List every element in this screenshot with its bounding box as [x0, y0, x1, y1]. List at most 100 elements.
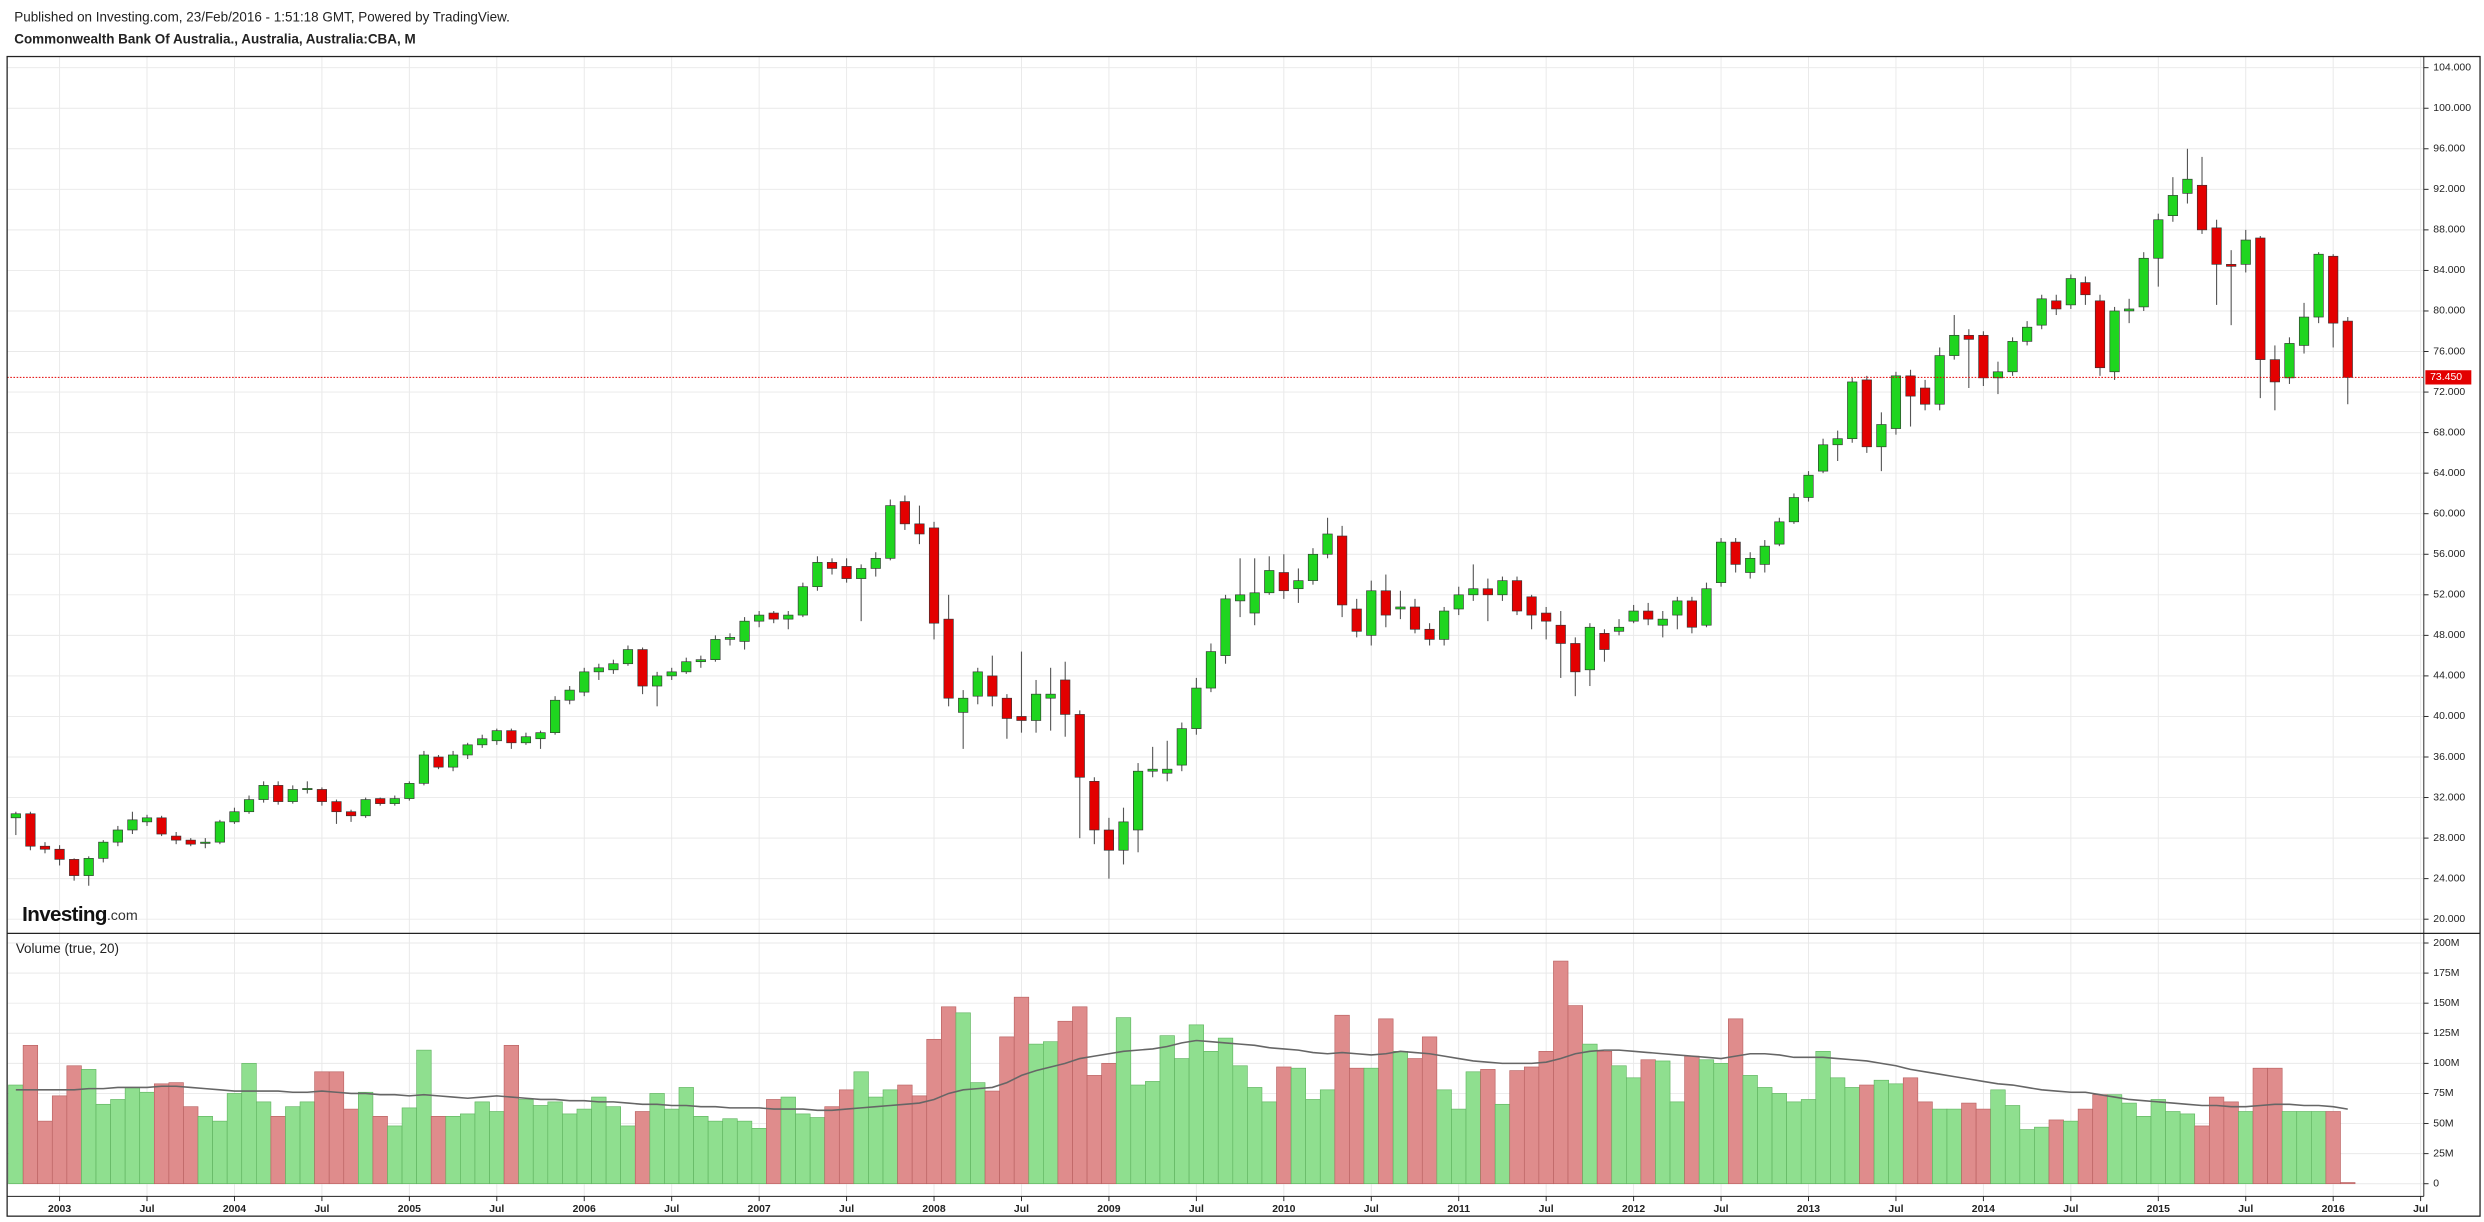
volume-bar: [1407, 1058, 1423, 1185]
candle-body: [1847, 381, 1858, 440]
candle-body: [1118, 821, 1129, 851]
volume-bar: [1072, 1006, 1088, 1185]
volume-bar: [838, 1089, 855, 1185]
volume-bar: [2136, 1116, 2152, 1185]
volume-bar: [1013, 996, 1030, 1185]
candle-body: [652, 675, 663, 687]
volume-bar: [766, 1099, 782, 1185]
candle-body: [1599, 633, 1610, 650]
volume-bar: [110, 1099, 126, 1185]
volume-bar: [518, 1099, 534, 1185]
volume-bar: [1888, 1083, 1904, 1185]
volume-bar: [2208, 1096, 2225, 1185]
volume-bar: [955, 1012, 971, 1185]
candle-body: [885, 505, 896, 559]
volume-bar: [591, 1096, 607, 1185]
candle-body: [1890, 375, 1902, 429]
volume-bar: [1363, 1067, 1379, 1185]
candle-body: [2240, 239, 2251, 265]
candle-body: [2211, 227, 2222, 265]
candle-body: [1715, 541, 1727, 583]
x-tick-label: 2004: [223, 1204, 246, 1215]
x-tick-label: Jul: [1364, 1204, 1379, 1215]
candle-body: [1541, 612, 1552, 622]
x-tick-label: 2015: [2147, 1204, 2170, 1215]
candle-body: [2196, 184, 2208, 231]
volume-bar: [81, 1069, 97, 1185]
candle-body: [1876, 424, 1887, 448]
candle-body: [1992, 371, 2004, 379]
volume-bar: [809, 1117, 826, 1185]
volume-bar: [2121, 1102, 2137, 1185]
x-tick-label: 2007: [748, 1204, 771, 1215]
volume-bar: [2048, 1119, 2064, 1185]
x-tick-label: 2008: [922, 1204, 945, 1215]
volume-bar: [2004, 1105, 2021, 1185]
candle-body: [1074, 714, 1085, 778]
volume-bar: [1640, 1059, 1656, 1185]
volume-bar: [1757, 1087, 1773, 1185]
volume-tick-label: 150M: [2433, 998, 2459, 1009]
candle-body: [2298, 316, 2310, 346]
volume-bar: [445, 1116, 461, 1185]
candle-body: [10, 813, 21, 819]
volume-bar: [1902, 1077, 1919, 1185]
volume-bar: [1975, 1108, 1992, 1185]
volume-bar: [2340, 1182, 2356, 1185]
candle-body: [433, 756, 444, 768]
volume-bar: [2238, 1111, 2254, 1185]
candle-body: [739, 620, 750, 642]
candle-body: [127, 819, 138, 831]
volume-bar: [1655, 1060, 1671, 1185]
candle-body: [1205, 651, 1217, 689]
candle-body: [2153, 219, 2164, 259]
candle-body: [1628, 610, 1639, 622]
volume-bar: [1771, 1093, 1787, 1185]
volume-bar: [1436, 1089, 1452, 1185]
candle-body: [287, 789, 298, 802]
x-tick-label: 2016: [2322, 1204, 2345, 1215]
volume-bar: [1261, 1101, 1277, 1185]
candle-body: [579, 671, 590, 693]
candle-body: [783, 614, 794, 620]
volume-bar: [1728, 1018, 1744, 1185]
candle-body: [214, 821, 225, 843]
volume-tick-label: 50M: [2433, 1118, 2453, 1129]
candle-body: [2226, 264, 2237, 267]
candle-body: [826, 562, 838, 569]
candle-body: [2182, 178, 2193, 194]
candle-body: [1861, 379, 1872, 448]
volume-bar: [2311, 1111, 2327, 1185]
volume-bar: [1946, 1108, 1962, 1185]
candle-body: [1322, 533, 1333, 555]
volume-bar: [853, 1071, 869, 1185]
volume-bar: [1830, 1077, 1846, 1185]
volume-bar: [1932, 1108, 1948, 1185]
volume-bar: [2077, 1108, 2094, 1185]
candle-body: [1089, 781, 1100, 831]
volume-bar: [212, 1120, 228, 1185]
y-tick-label: 80.000: [2433, 306, 2465, 317]
volume-bar: [1101, 1063, 1117, 1185]
y-tick-label: 68.000: [2433, 427, 2465, 438]
volume-tick-label: 0: [2433, 1178, 2439, 1189]
candle-body: [2051, 300, 2062, 310]
candle-body: [681, 661, 692, 673]
volume-bar: [1553, 960, 1569, 1185]
y-tick-label: 84.000: [2433, 265, 2465, 276]
volume-bar: [358, 1091, 374, 1185]
volume-bar: [124, 1087, 141, 1185]
candle-body: [462, 744, 473, 756]
volume-bar: [2150, 1099, 2166, 1185]
volume-bar: [1057, 1020, 1073, 1185]
volume-bar: [168, 1082, 184, 1185]
volume-bar: [780, 1096, 796, 1185]
candle-body: [1686, 600, 1697, 628]
volume-bar: [489, 1111, 505, 1185]
volume-bar: [95, 1103, 111, 1185]
volume-bar: [66, 1065, 82, 1185]
candle-body: [171, 835, 182, 841]
candle-body: [2138, 257, 2149, 308]
volume-bar: [2165, 1111, 2181, 1185]
